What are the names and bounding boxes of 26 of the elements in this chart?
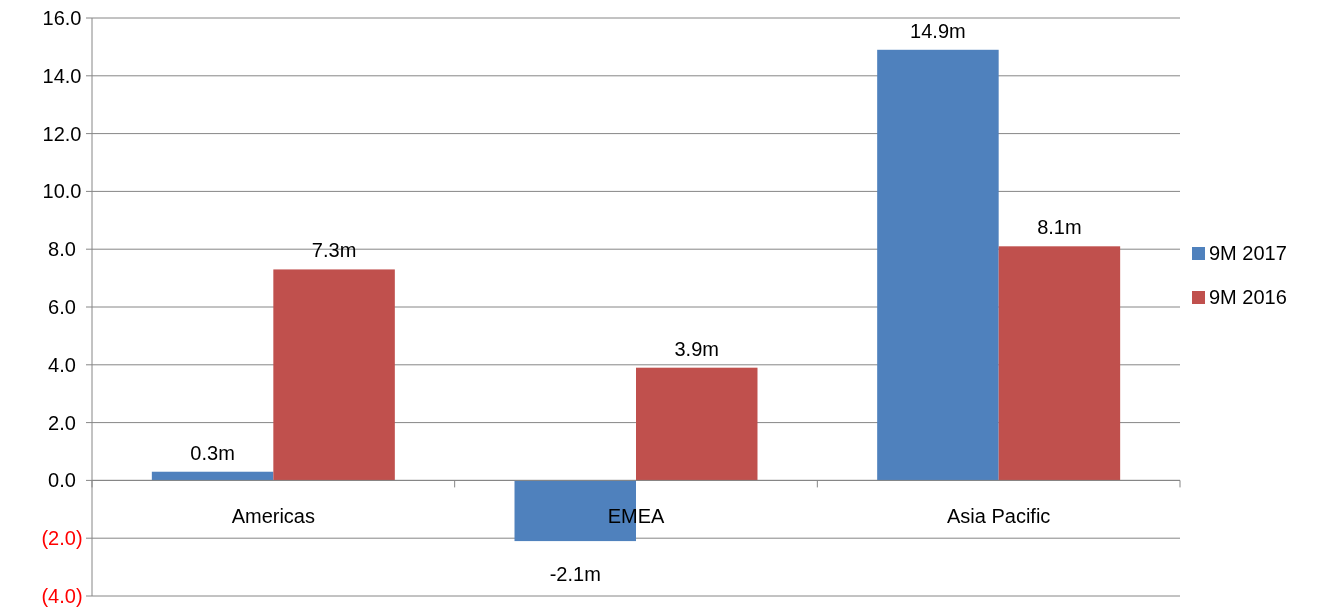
y-tick-label: 10.0 (42, 180, 82, 203)
y-tick-label: (4.0) (41, 585, 83, 607)
data-label: 8.1m (1037, 216, 1082, 239)
y-tick-label: 2.0 (48, 411, 76, 434)
data-label: 7.3m (311, 239, 357, 262)
bar (636, 367, 758, 481)
x-tick-label: Asia Pacific (946, 505, 1051, 528)
bar (998, 246, 1121, 481)
y-tick-label: 4.0 (48, 353, 76, 376)
y-tick-label: 0.0 (48, 469, 76, 492)
y-tick-label: (2.0) (41, 527, 83, 550)
bar (877, 49, 999, 481)
y-tick-label: 12.0 (42, 122, 82, 145)
data-label: 3.9m (674, 337, 719, 360)
legend-label: 9M 2017 (1209, 242, 1287, 264)
data-label: 14.9m (910, 19, 966, 42)
legend-label: 9M 2016 (1209, 286, 1287, 308)
data-label: -2.1m (549, 563, 601, 586)
y-tick-label: 16.0 (42, 7, 82, 29)
y-tick-label: 6.0 (48, 296, 76, 318)
y-tick-label: 8.0 (48, 238, 76, 261)
x-tick-label: Americas (231, 505, 316, 528)
data-label: 0.3m (190, 441, 235, 464)
y-tick-label: 14.0 (42, 64, 82, 87)
bar (151, 471, 274, 481)
bar (273, 269, 395, 481)
